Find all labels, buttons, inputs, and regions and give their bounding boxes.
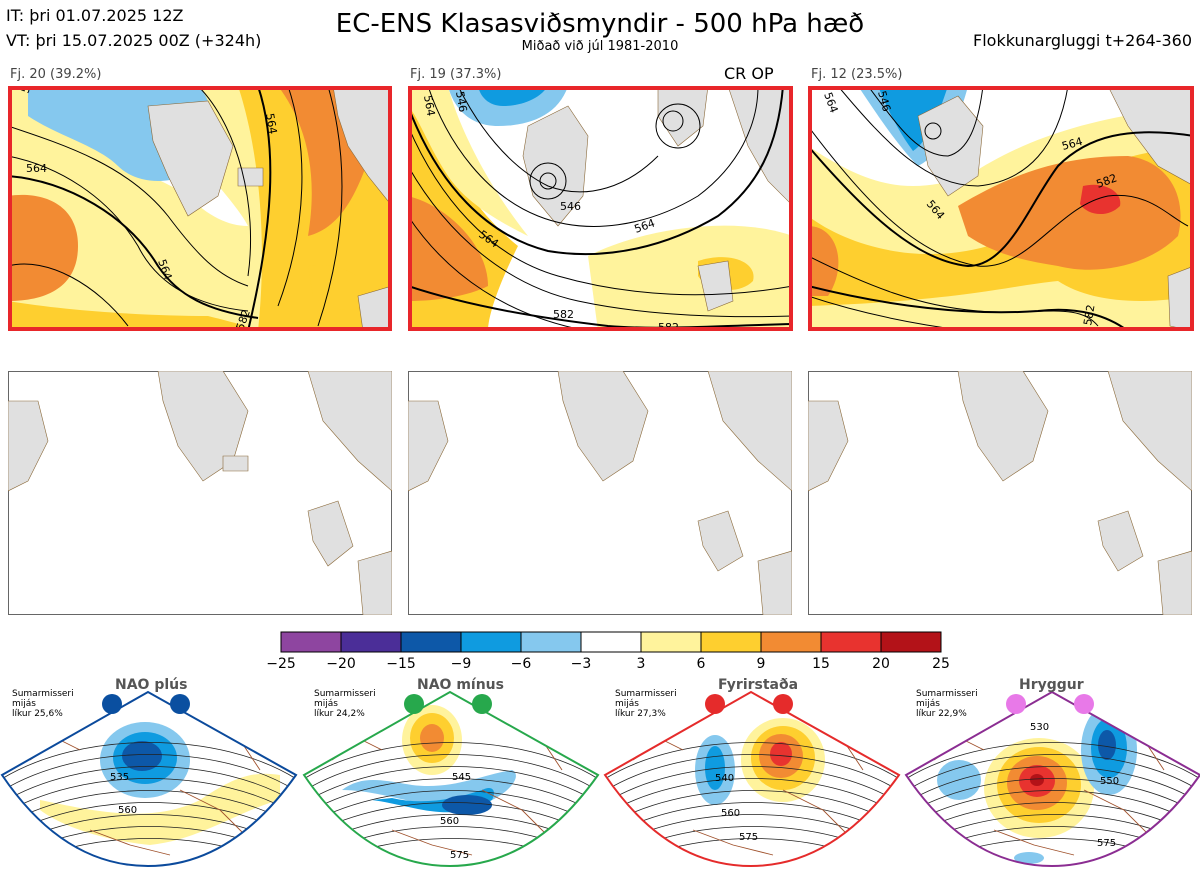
empty-map-3 <box>808 371 1192 615</box>
cluster-3-land <box>917 86 1194 331</box>
regime-info: Sumarmisseri mijás líkur 27,3% <box>615 689 677 719</box>
cluster-3-map: 564 546 564 564 582 582 <box>808 86 1194 331</box>
cluster-1-label: Fj. 20 (39.2%) <box>10 67 102 82</box>
cluster-2-contour-label-1: 564 <box>421 94 437 117</box>
regime-info-line: mijás <box>916 699 940 709</box>
regime-info-line: líkur 25,6% <box>12 709 63 719</box>
colorbar-segment <box>520 631 582 653</box>
cluster-1-contour-label-5: 582 <box>234 308 253 331</box>
colorbar-segment <box>760 631 822 653</box>
colorbar-tick-label: 3 <box>636 656 646 672</box>
colorbar-segment <box>880 631 942 653</box>
classification-window: Flokkunargluggi t+264-360 <box>973 31 1192 50</box>
regime-contour-label: 545 <box>452 772 471 783</box>
page-title: EC-ENS Klasasviðsmyndir - 500 hPa hæð <box>335 9 865 39</box>
colorbar-segment <box>280 631 342 653</box>
regime-info-line: mijás <box>12 699 36 709</box>
regime-map-2: 545 560 575 <box>302 690 600 868</box>
regime-dot <box>472 694 492 714</box>
cluster-2-contour-label-6: 582 <box>658 321 679 331</box>
regime-info: Sumarmisseri mijás líkur 25,6% <box>12 689 74 719</box>
valid-time: VT: þri 15.07.2025 00Z (+324h) <box>6 31 262 50</box>
colorbar-tick-label: 25 <box>932 656 950 672</box>
colorbar-tick-label: −20 <box>326 656 356 672</box>
cluster-2-contour-label-2: 546 <box>453 90 469 113</box>
cluster-2-map: 564 546 546 564 582 582 564 <box>408 86 793 331</box>
colorbar-tick-label: −25 <box>266 656 296 672</box>
regime-info-line: Sumarmisseri <box>916 689 978 699</box>
colorbar-tick-label: 15 <box>812 656 830 672</box>
colorbar-segment <box>640 631 702 653</box>
regime-contour-label: 560 <box>118 805 137 816</box>
colorbar-segment <box>580 631 642 653</box>
cluster-2-contour-label-3: 546 <box>560 200 581 213</box>
regime-info-line: líkur 24,2% <box>314 709 365 719</box>
colorbar-tick-label: −15 <box>386 656 416 672</box>
colorbar-tick-label: 6 <box>696 656 706 672</box>
regime-name: NAO mínus <box>417 677 504 693</box>
cluster-3-contour-label-3: 564 <box>1060 135 1084 153</box>
regime-name: Hryggur <box>1019 677 1084 693</box>
empty-map-2 <box>408 371 792 615</box>
regime-info-line: Sumarmisseri <box>12 689 74 699</box>
cluster-1-map: 564 564 564 564 582 <box>8 86 392 331</box>
regime-info-line: mijás <box>615 699 639 709</box>
regime-dot <box>170 694 190 714</box>
cluster-1-contour-label-4: 564 <box>19 86 38 95</box>
cluster-2-land <box>522 86 793 312</box>
colorbar-segment <box>400 631 462 653</box>
regime-info-line: mijás <box>314 699 338 709</box>
regime-dot <box>1006 694 1026 714</box>
regime-dot <box>773 694 793 714</box>
colorbar-tick-label: −6 <box>510 656 532 672</box>
regime-map-1: 535 560 <box>0 690 298 868</box>
colorbar-tick-label: 9 <box>756 656 766 672</box>
cluster-3-contour-label-6: 582 <box>1081 304 1097 327</box>
colorbar-segment <box>460 631 522 653</box>
colorbar-tick-label: −9 <box>450 656 472 672</box>
regime-info-line: líkur 22,9% <box>916 709 967 719</box>
regime-contour-label: 560 <box>721 808 740 819</box>
empty-map-1 <box>8 371 392 615</box>
page-subtitle: Miðað við júl 1981-2010 <box>521 39 679 54</box>
regime-info-line: Sumarmisseri <box>615 689 677 699</box>
colorbar-segment <box>340 631 402 653</box>
cluster-1-contour-label-1: 564 <box>26 162 47 175</box>
regime-map-4: 530 550 575 <box>904 690 1200 868</box>
regime-contour-label: 540 <box>715 773 734 784</box>
regime-contour-label: 530 <box>1030 722 1049 733</box>
colorbar-tick-label: 20 <box>872 656 890 672</box>
regime-dot <box>1074 694 1094 714</box>
regime-info: Sumarmisseri mijás líkur 22,9% <box>916 689 978 719</box>
colorbar-segment <box>820 631 882 653</box>
cluster-1-land <box>147 86 392 331</box>
regime-contour-label: 535 <box>110 772 129 783</box>
colorbar <box>280 631 942 653</box>
regime-dot <box>102 694 122 714</box>
regime-name: NAO plús <box>115 677 188 693</box>
regime-map-3: 540 560 575 <box>603 690 901 868</box>
regime-contour-label: 550 <box>1100 776 1119 787</box>
regime-info: Sumarmisseri mijás líkur 24,2% <box>314 689 376 719</box>
regime-info-line: Sumarmisseri <box>314 689 376 699</box>
regime-contour-label: 575 <box>450 850 469 861</box>
regime-dot <box>404 694 424 714</box>
regime-dot <box>705 694 725 714</box>
cr-op-label: CR OP <box>724 64 774 83</box>
cluster-2-label: Fj. 19 (37.3%) <box>410 67 502 82</box>
colorbar-tick-label: −3 <box>570 656 592 672</box>
regime-info-line: líkur 27,3% <box>615 709 666 719</box>
cluster-3-contour-label-2: 546 <box>875 89 893 113</box>
regime-contour-label: 575 <box>739 832 758 843</box>
regime-name: Fyrirstaða <box>718 677 799 693</box>
cluster-2-contour-label-5: 582 <box>553 308 574 321</box>
colorbar-segment <box>700 631 762 653</box>
regime-contour-label: 560 <box>440 816 459 827</box>
cluster-1-contour-label-3: 564 <box>263 112 279 135</box>
regime-contour-label: 575 <box>1097 838 1116 849</box>
initial-time: IT: þri 01.07.2025 12Z <box>6 6 184 25</box>
cluster-3-label: Fj. 12 (23.5%) <box>811 67 903 82</box>
